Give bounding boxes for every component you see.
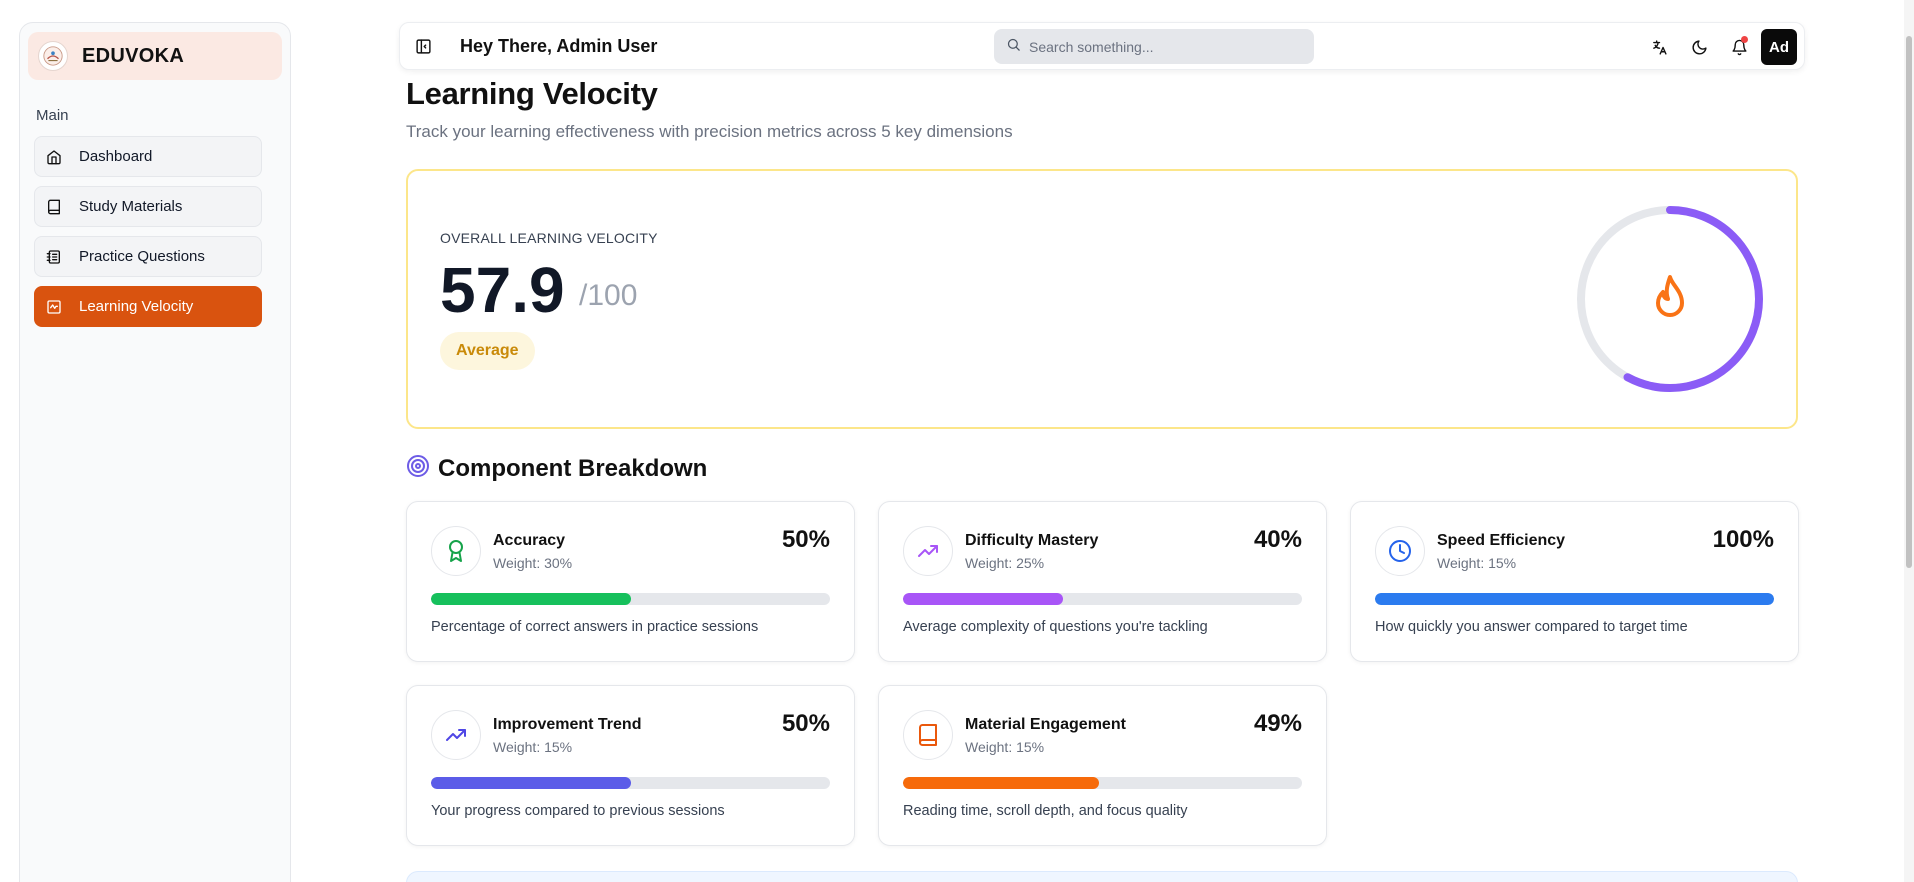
top-bar: Hey There, Admin User Ad (399, 22, 1805, 70)
avatar[interactable]: Ad (1761, 29, 1797, 65)
translate-icon[interactable] (1641, 29, 1677, 65)
flame-icon (1656, 275, 1684, 317)
component-description: Average complexity of questions you're t… (903, 619, 1208, 635)
component-percent: 49% (1253, 710, 1302, 737)
component-progress-track (903, 777, 1302, 789)
page-scrollbar[interactable] (1904, 0, 1914, 882)
component-card-difficulty-mastery: Difficulty Mastery Weight: 25% 40% Avera… (878, 501, 1327, 662)
component-breakdown-title: Component Breakdown (438, 454, 708, 482)
search-box[interactable] (994, 29, 1314, 64)
velocity-rating-badge: Average (440, 332, 535, 370)
page-title: Learning Velocity (406, 76, 658, 111)
component-percent: 50% (781, 526, 830, 553)
component-description: Percentage of correct answers in practic… (431, 619, 759, 635)
component-card-speed-efficiency: Speed Efficiency Weight: 15% 100% How qu… (1350, 501, 1799, 662)
sidebar-item-label: Dashboard (79, 148, 153, 165)
component-progress-fill (431, 777, 631, 789)
book-icon (45, 198, 63, 216)
component-weight: Weight: 15% (493, 739, 573, 755)
component-name: Speed Efficiency (1437, 532, 1566, 549)
component-progress-fill (903, 593, 1063, 605)
component-description: How quickly you answer compared to targe… (1375, 619, 1688, 635)
velocity-label: OVERALL LEARNING VELOCITY (440, 230, 658, 246)
sidebar-item-label: Learning Velocity (79, 298, 194, 315)
notification-dot (1741, 36, 1748, 43)
velocity-ring-progress (1577, 206, 1763, 392)
moon-icon[interactable] (1681, 29, 1717, 65)
home-icon (45, 148, 63, 166)
sidebar-item-practice-questions[interactable]: Practice Questions (34, 236, 262, 277)
sidebar-item-learning-velocity[interactable]: Learning Velocity (34, 286, 262, 327)
sidebar-nav: Dashboard Study Materials Practice Quest… (34, 136, 262, 327)
component-percent: 100% (1712, 526, 1774, 553)
component-progress-fill (431, 593, 631, 605)
component-name: Difficulty Mastery (965, 532, 1099, 549)
bell-icon[interactable] (1721, 29, 1757, 65)
component-card-improvement-trend: Improvement Trend Weight: 15% 50% Your p… (406, 685, 855, 846)
activity-icon (45, 298, 63, 316)
component-progress-track (431, 593, 830, 605)
component-weight: Weight: 15% (965, 739, 1045, 755)
component-weight: Weight: 30% (493, 555, 573, 571)
component-progress-track (431, 777, 830, 789)
component-progress-fill (903, 777, 1099, 789)
overall-velocity-card: OVERALL LEARNING VELOCITY 57.9 /100 Aver… (406, 169, 1798, 429)
component-progress-track (1375, 593, 1774, 605)
book-icon (903, 710, 953, 760)
component-description: Your progress compared to previous sessi… (431, 803, 725, 819)
component-percent: 40% (1253, 526, 1302, 553)
sidebar-item-label: Practice Questions (79, 248, 205, 265)
component-weight: Weight: 25% (965, 555, 1045, 571)
velocity-progress-ring (1577, 206, 1763, 392)
velocity-max: /100 (579, 279, 638, 312)
search-icon (1006, 37, 1021, 57)
sidebar-section-label: Main (36, 107, 69, 124)
brand[interactable]: EDUVOKA (28, 32, 282, 80)
page-subtitle: Track your learning effectiveness with p… (406, 122, 1013, 141)
component-name: Accuracy (493, 532, 566, 549)
component-breakdown-heading: Component Breakdown (406, 454, 707, 483)
component-percent: 50% (781, 710, 830, 737)
trending-up-icon (903, 526, 953, 576)
info-card-partial (406, 871, 1798, 882)
component-weight: Weight: 15% (1437, 555, 1517, 571)
component-card-material-engagement: Material Engagement Weight: 15% 49% Read… (878, 685, 1327, 846)
component-progress-track (903, 593, 1302, 605)
scrollbar-thumb[interactable] (1906, 36, 1912, 568)
trending-up-icon (431, 710, 481, 760)
brand-name: EDUVOKA (82, 44, 185, 67)
sidebar-item-study-materials[interactable]: Study Materials (34, 186, 262, 227)
notebook-icon (45, 248, 63, 266)
component-name: Material Engagement (965, 716, 1126, 733)
component-name: Improvement Trend (493, 716, 642, 733)
award-icon (431, 526, 481, 576)
component-progress-fill (1375, 593, 1774, 605)
velocity-score: 57.9 (440, 254, 565, 326)
component-card-accuracy: Accuracy Weight: 30% 50% Percentage of c… (406, 501, 855, 662)
top-bar-actions: Ad (1637, 29, 1797, 65)
sidebar-item-dashboard[interactable]: Dashboard (34, 136, 262, 177)
component-description: Reading time, scroll depth, and focus qu… (903, 803, 1188, 819)
sidebar: EDUVOKA Main Dashboard Study Materials P… (19, 22, 291, 882)
sidebar-item-label: Study Materials (79, 198, 183, 215)
sidebar-toggle-icon[interactable] (413, 36, 433, 56)
greeting-text: Hey There, Admin User (460, 35, 658, 56)
clock-icon (1375, 526, 1425, 576)
search-input[interactable] (1029, 38, 1289, 55)
target-icon (406, 454, 430, 483)
brand-logo-icon (38, 41, 68, 71)
